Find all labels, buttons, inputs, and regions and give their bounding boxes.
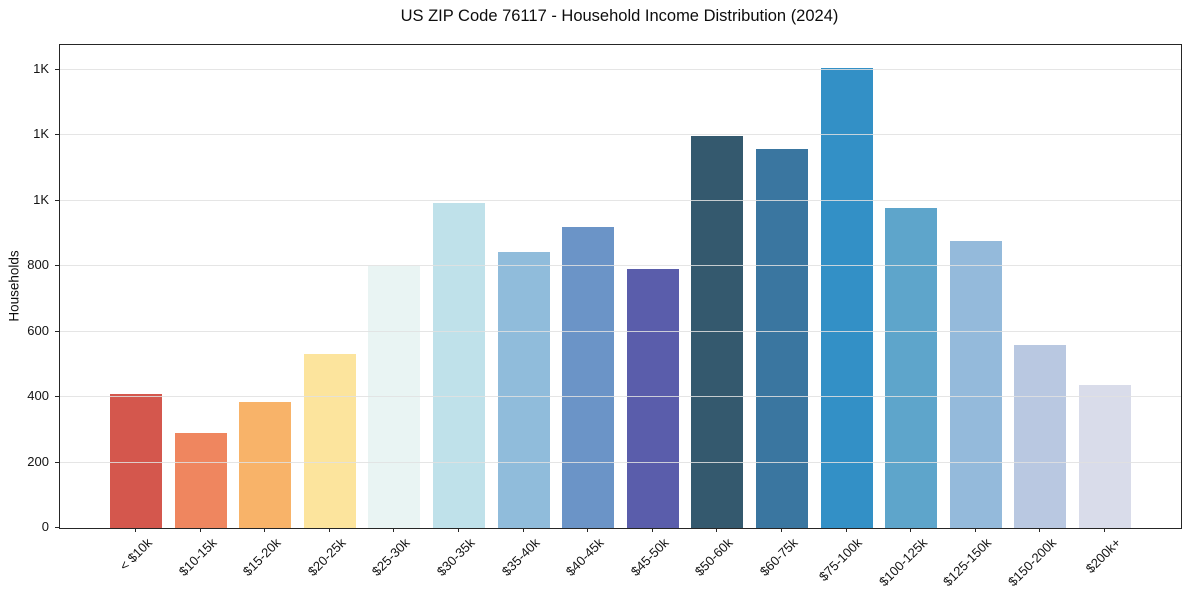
x-tick-label: $40-45k bbox=[562, 535, 607, 579]
x-tick-label: $100-125k bbox=[875, 535, 930, 590]
x-tick-mark bbox=[975, 528, 976, 532]
plot-area bbox=[59, 44, 1182, 529]
x-tick-label: $20-25k bbox=[304, 535, 349, 579]
y-tick-mark bbox=[55, 462, 59, 463]
x-tick-mark bbox=[1104, 528, 1105, 532]
gridline-800 bbox=[60, 265, 1181, 267]
y-tick-mark bbox=[55, 396, 59, 397]
x-tick-mark bbox=[587, 528, 588, 532]
bar-$30-35k bbox=[433, 203, 485, 528]
x-tick-mark bbox=[781, 528, 782, 532]
bar-$40-45k bbox=[562, 227, 615, 528]
x-tick-mark bbox=[523, 528, 524, 532]
bar-$45-50k bbox=[626, 269, 679, 528]
bar-$50-60k bbox=[691, 136, 744, 528]
x-tick-label: $35-40k bbox=[498, 535, 543, 579]
bar-$75-100k bbox=[820, 68, 873, 528]
bar-$100-125k bbox=[885, 208, 938, 528]
bar-$125-150k bbox=[949, 241, 1002, 528]
bar-$25-30k bbox=[368, 266, 421, 528]
x-tick-mark bbox=[458, 528, 459, 532]
x-tick-mark bbox=[1039, 528, 1040, 532]
gridline-1200 bbox=[60, 134, 1181, 136]
y-tick-mark bbox=[55, 265, 59, 266]
gridline-1000 bbox=[60, 199, 1181, 201]
y-tick-mark bbox=[55, 331, 59, 332]
x-tick-label: $30-35k bbox=[433, 535, 478, 579]
x-tick-mark bbox=[200, 528, 201, 532]
x-tick-mark bbox=[846, 528, 847, 532]
x-tick-mark bbox=[135, 528, 136, 532]
gridline-1400 bbox=[60, 68, 1181, 70]
x-tick-label: $150-200k bbox=[1004, 535, 1060, 590]
gridline-200 bbox=[60, 461, 1181, 463]
x-tick-mark bbox=[652, 528, 653, 532]
gridline-600 bbox=[60, 330, 1181, 332]
x-tick-mark bbox=[910, 528, 911, 532]
x-tick-label: $60-75k bbox=[756, 535, 801, 579]
y-tick-label: 600 bbox=[27, 323, 49, 338]
y-tick-mark bbox=[55, 69, 59, 70]
y-tick-mark bbox=[55, 134, 59, 135]
x-tick-mark bbox=[716, 528, 717, 532]
x-tick-mark bbox=[329, 528, 330, 532]
x-tick-mark bbox=[393, 528, 394, 532]
bar-$150-200k bbox=[1014, 345, 1067, 528]
bar-$15-20k bbox=[239, 402, 292, 528]
x-tick-label: $200k+ bbox=[1082, 535, 1124, 577]
x-tick-label: $45-50k bbox=[627, 535, 672, 579]
y-tick-mark bbox=[55, 527, 59, 528]
x-tick-label: $75-100k bbox=[816, 535, 866, 584]
x-tick-label: $15-20k bbox=[239, 535, 284, 579]
x-tick-label: $25-30k bbox=[369, 535, 414, 579]
y-tick-label: 1K bbox=[33, 126, 49, 141]
chart-title: US ZIP Code 76117 - Household Income Dis… bbox=[400, 7, 839, 25]
bar-< $10k bbox=[110, 394, 162, 528]
bar-$10-15k bbox=[174, 433, 227, 528]
bar-$20-25k bbox=[303, 354, 356, 528]
bar-$35-40k bbox=[497, 252, 550, 528]
gridline-400 bbox=[60, 396, 1181, 398]
x-tick-label: $10-15k bbox=[175, 535, 220, 579]
y-tick-label: 800 bbox=[27, 257, 49, 272]
y-tick-label: 400 bbox=[27, 388, 49, 403]
y-tick-label: 200 bbox=[27, 454, 49, 469]
x-tick-label: < $10k bbox=[116, 535, 155, 574]
y-tick-label: 1K bbox=[33, 192, 49, 207]
y-tick-label: 0 bbox=[41, 519, 49, 534]
y-tick-mark bbox=[55, 200, 59, 201]
y-tick-label: 1K bbox=[33, 61, 49, 76]
x-tick-mark bbox=[264, 528, 265, 532]
x-tick-label: $125-150k bbox=[940, 535, 995, 590]
x-tick-label: $50-60k bbox=[692, 535, 737, 579]
bar-$60-75k bbox=[756, 149, 808, 528]
bar-$200k+ bbox=[1079, 385, 1131, 528]
